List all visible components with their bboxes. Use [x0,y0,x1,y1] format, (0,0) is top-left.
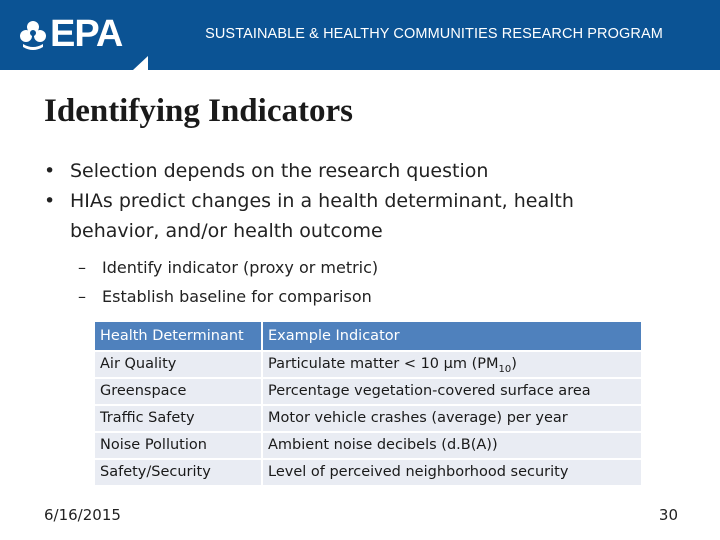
table-row: Safety/Security Level of perceived neigh… [93,458,643,487]
bullet-item: • HIAs predict changes in a health determ… [44,186,644,246]
table-row: Greenspace Percentage vegetation-covered… [93,377,643,406]
determinant-cell: Safety/Security [93,458,263,487]
column-header-indicator: Example Indicator [261,320,643,352]
slide-header: EPA SUSTAINABLE & HEALTHY COMMUNITIES RE… [0,0,720,70]
determinant-cell: Noise Pollution [93,431,263,460]
indicator-cell: Particulate matter < 10 µm (PM10) [261,350,643,379]
slide-title: Identifying Indicators [44,93,353,129]
indicator-text: Particulate matter < 10 µm (PM [268,356,499,372]
table-row: Air Quality Particulate matter < 10 µm (… [93,350,643,379]
epa-flower-icon [20,21,46,50]
banner-text: SUSTAINABLE & HEALTHY COMMUNITIES RESEAR… [205,26,663,42]
bullet-text: Selection depends on the research questi… [70,160,489,182]
table-row: Noise Pollution Ambient noise decibels (… [93,431,643,460]
indicator-tail: ) [511,356,517,372]
sub-bullet-text: Establish baseline for comparison [102,287,372,306]
indicator-cell: Percentage vegetation-covered surface ar… [261,377,643,406]
sub-bullet-text: Identify indicator (proxy or metric) [102,258,379,277]
bullet-list: • Selection depends on the research quest… [44,156,644,246]
sub-bullet-item: – Identify indicator (proxy or metric) [78,253,378,282]
column-header-determinant: Health Determinant [93,320,263,352]
dash-icon: – [78,287,86,306]
bullet-dot-icon: • [44,190,56,212]
indicator-subscript: 10 [498,363,512,375]
bullet-text: HIAs predict changes in a health determi… [70,190,574,242]
determinant-cell: Air Quality [93,350,263,379]
determinant-cell: Greenspace [93,377,263,406]
sub-bullet-item: – Establish baseline for comparison [78,282,378,311]
table-row: Traffic Safety Motor vehicle crashes (av… [93,404,643,433]
indicator-table: Health Determinant Example Indicator Air… [93,320,643,487]
determinant-cell: Traffic Safety [93,404,263,433]
dash-icon: – [78,258,86,277]
bullet-dot-icon: • [44,160,56,182]
indicator-cell: Level of perceived neighborhood security [261,458,643,487]
program-banner: SUSTAINABLE & HEALTHY COMMUNITIES RESEAR… [148,0,720,70]
epa-logo: EPA [0,0,148,70]
table-header-row: Health Determinant Example Indicator [93,320,643,352]
slide-date: 6/16/2015 [44,506,121,524]
indicator-cell: Ambient noise decibels (d.B(A)) [261,431,643,460]
indicator-cell: Motor vehicle crashes (average) per year [261,404,643,433]
logo-text: EPA [50,13,123,55]
sub-bullet-list: – Identify indicator (proxy or metric) – E… [78,253,378,311]
page-number: 30 [658,506,678,524]
bullet-item: • Selection depends on the research quest… [44,156,644,186]
